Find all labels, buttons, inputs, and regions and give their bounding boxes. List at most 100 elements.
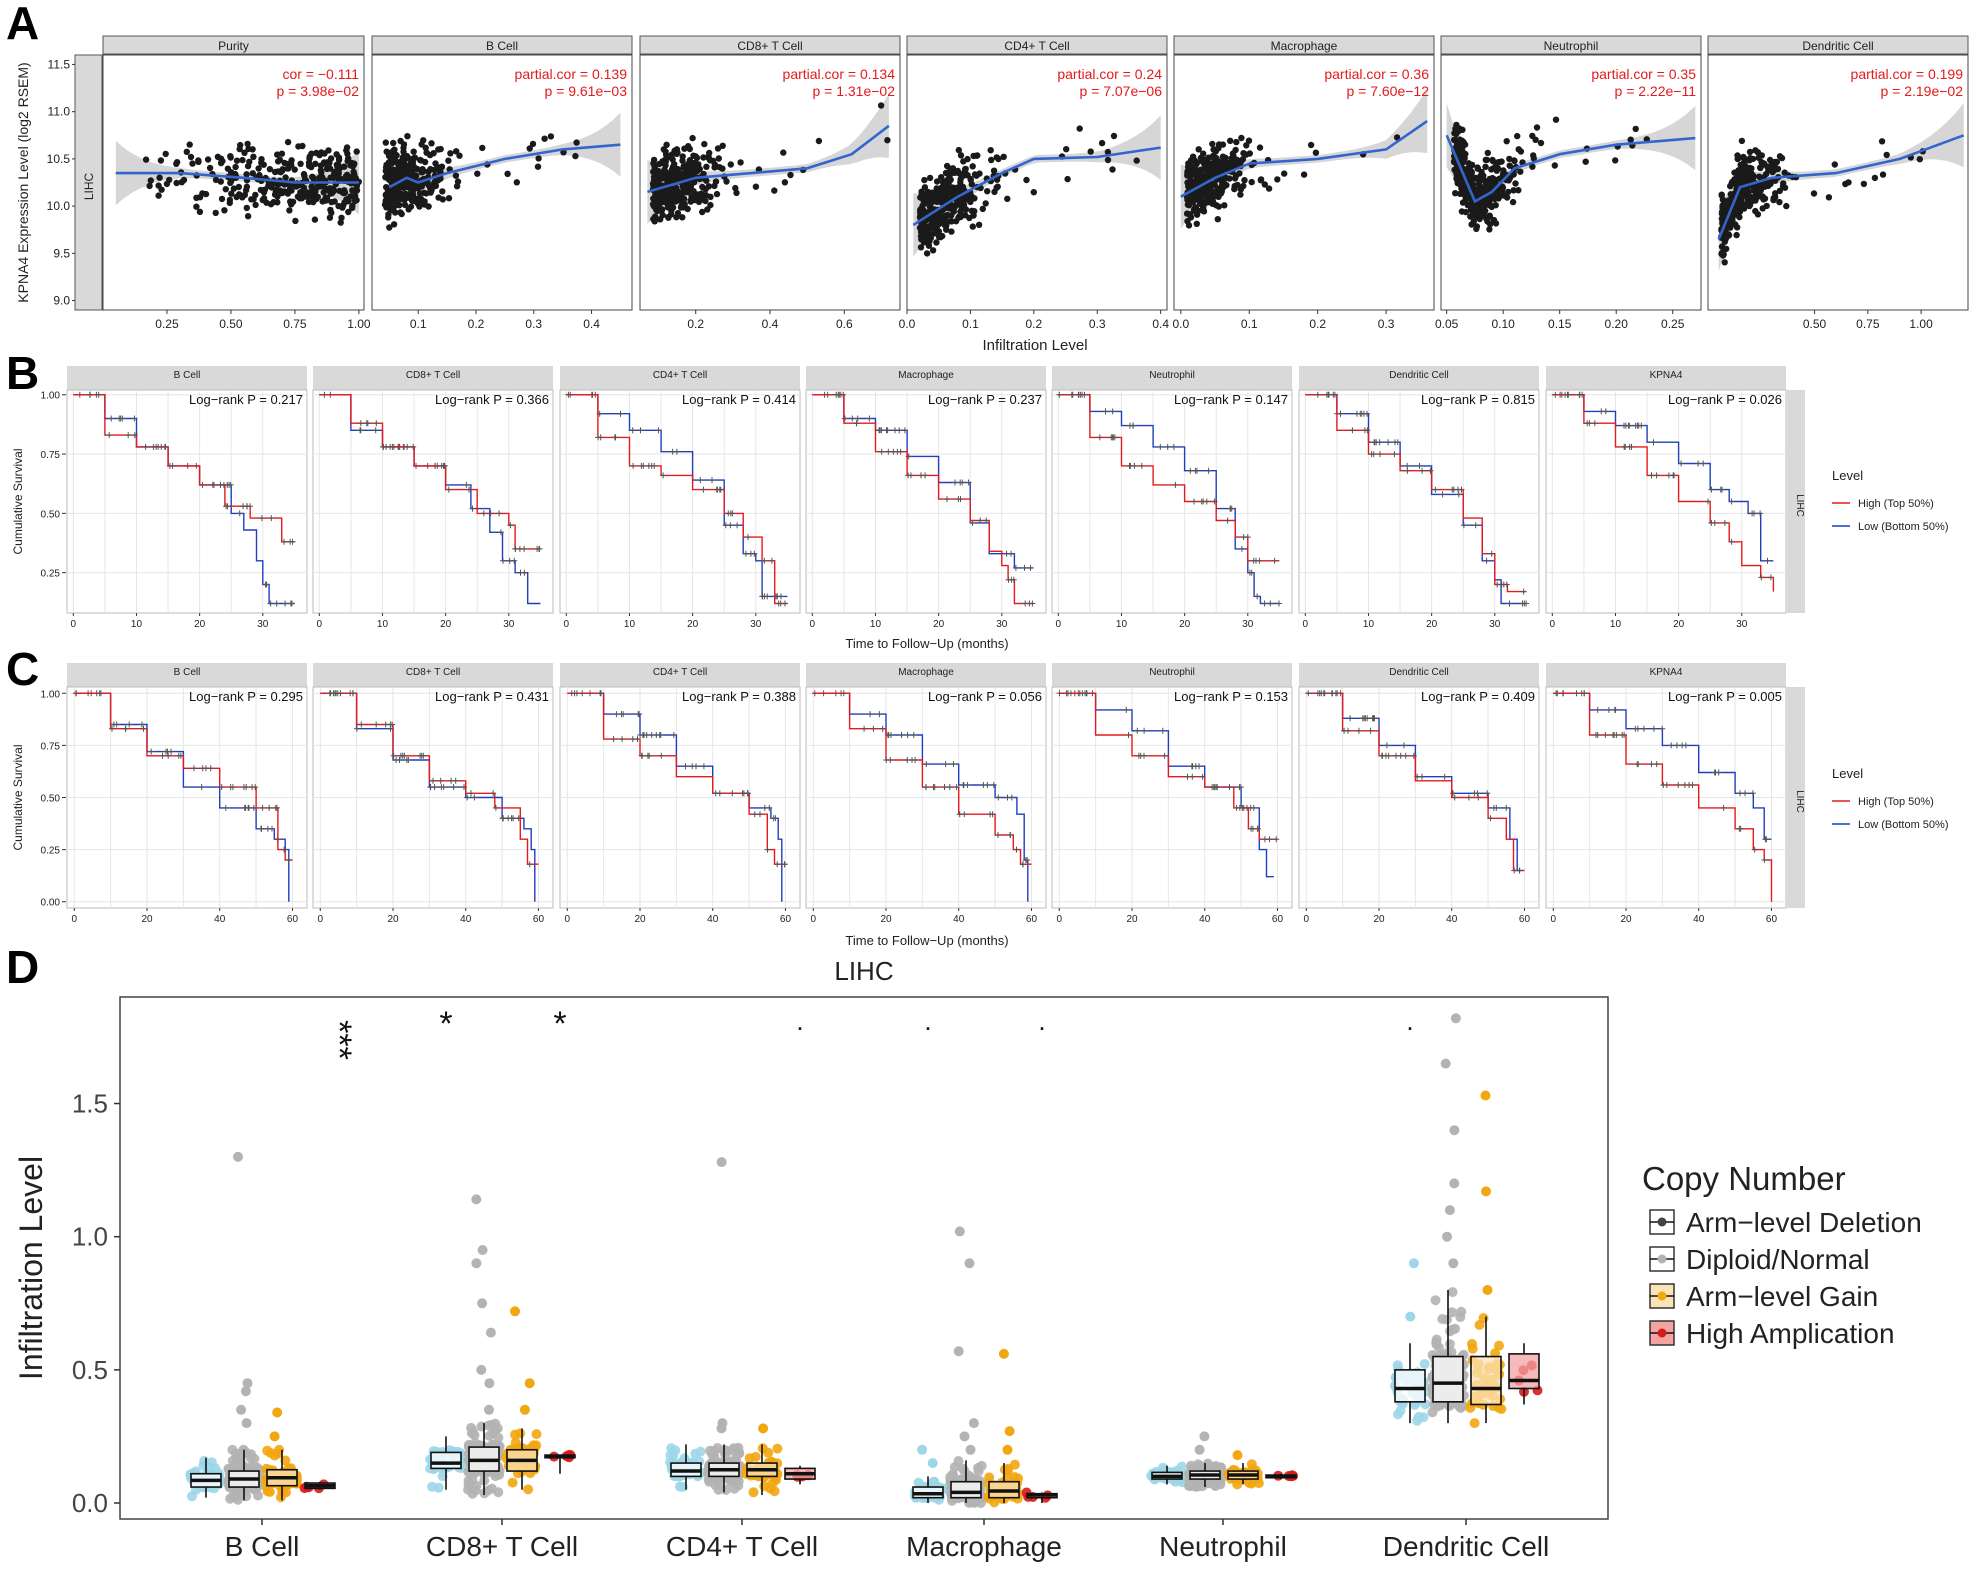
scatter-point (968, 207, 975, 214)
scatter-point (918, 188, 925, 195)
scatter-point (955, 184, 963, 191)
scatter-point (1184, 218, 1191, 225)
scatter-point (250, 153, 257, 160)
scatter-point (297, 189, 304, 196)
scatter-point (244, 140, 251, 148)
x-tick-label: 0 (1303, 914, 1309, 925)
scatter-point (1206, 162, 1214, 170)
outlier-point (716, 1157, 727, 1168)
scatter-point (392, 158, 399, 165)
facet-strip-label: Neutrophil (1544, 39, 1599, 53)
scatter-point (1453, 130, 1460, 138)
jitter-point (469, 1430, 480, 1441)
scatter-point (1230, 152, 1237, 159)
scatter-point (479, 144, 486, 152)
correlation-label: partial.cor = 0.24 (1057, 66, 1162, 82)
scatter-point (984, 188, 991, 195)
scatter-point (274, 193, 281, 200)
scatter-point (939, 179, 947, 186)
scatter-point (227, 169, 235, 176)
scatter-point (186, 141, 193, 148)
scatter-point (312, 160, 319, 167)
x-tick-label: 0.2 (468, 317, 485, 331)
x-tick-label: 0.6 (836, 317, 853, 331)
scatter-point (1238, 134, 1245, 142)
x-tick-label: 1.00 (1909, 317, 1933, 331)
chart-title: LIHC (834, 956, 893, 986)
jitter-point (744, 1453, 755, 1464)
scatter-point (941, 191, 948, 198)
censor-mark (1012, 564, 1019, 571)
p-value-label: p = 2.19e−02 (1880, 83, 1963, 99)
scatter-point (1307, 141, 1315, 149)
scatter-point (1718, 192, 1725, 199)
scatter-point (1772, 190, 1779, 197)
x-tick-label: 10 (131, 619, 143, 630)
scatter-point (1188, 157, 1195, 164)
scatter-point (155, 192, 162, 199)
scatter-point (1770, 194, 1777, 202)
scatter-point (686, 145, 693, 153)
scatter-point (173, 159, 181, 166)
x-tick-label: 40 (460, 914, 472, 925)
scatter-point (445, 157, 452, 164)
scatter-point (1492, 179, 1499, 186)
scatter-point (1496, 175, 1503, 182)
x-tick-label: 0.75 (283, 317, 307, 331)
y-tick-label: 1.00 (41, 689, 61, 700)
censor-mark (440, 462, 447, 469)
scatter-point (1227, 137, 1234, 144)
log-rank-p-label: Log−rank P = 0.409 (1421, 689, 1535, 704)
scatter-point (318, 169, 325, 176)
scatter-point (147, 177, 154, 184)
p-value-label: p = 3.98e−02 (276, 83, 359, 99)
scatter-point (1533, 124, 1541, 131)
x-tick-label: 30 (1489, 619, 1501, 630)
scatter-point (1023, 176, 1030, 184)
facet-strip (906, 35, 1168, 55)
censor-mark (759, 593, 766, 600)
scatter-point (258, 159, 265, 166)
x-tick-label: 40 (707, 914, 719, 925)
y-tick-label: 0.5 (72, 1355, 108, 1385)
scatter-point (387, 177, 395, 185)
scatter-point (1480, 172, 1487, 179)
scatter-point (957, 201, 964, 209)
scatter-point (431, 166, 438, 174)
scatter-point (1754, 211, 1762, 218)
scatter-point (1452, 190, 1459, 197)
scatter-point (382, 139, 389, 146)
scatter-point (343, 144, 351, 151)
censor-mark (262, 581, 269, 588)
scatter-point (1725, 197, 1733, 204)
scatter-point (454, 178, 462, 185)
scatter-point (1757, 164, 1764, 172)
facet-strip-label: B Cell (486, 39, 518, 53)
facet-strip-label: CD8+ T Cell (406, 370, 460, 381)
scatter-point (1810, 190, 1818, 197)
scatter-point (291, 166, 298, 173)
scatter-point (1110, 132, 1118, 140)
scatter-point (196, 208, 204, 215)
x-tick-label: 20 (1620, 914, 1632, 925)
scatter-point (541, 135, 548, 142)
outlier-point (233, 1151, 243, 1162)
scatter-point (1470, 212, 1478, 219)
scatter-point (244, 162, 252, 170)
scatter-point (1530, 152, 1537, 159)
scatter-point (707, 157, 714, 164)
scatter-point (1506, 155, 1513, 163)
scatter-point (260, 189, 268, 196)
scatter-point (312, 188, 319, 196)
scatter-point (926, 174, 934, 182)
scatter-point (1747, 155, 1754, 162)
scatter-point (1738, 173, 1745, 180)
scatter-point (1783, 202, 1790, 210)
x-tick-label: 0.1 (962, 317, 979, 331)
